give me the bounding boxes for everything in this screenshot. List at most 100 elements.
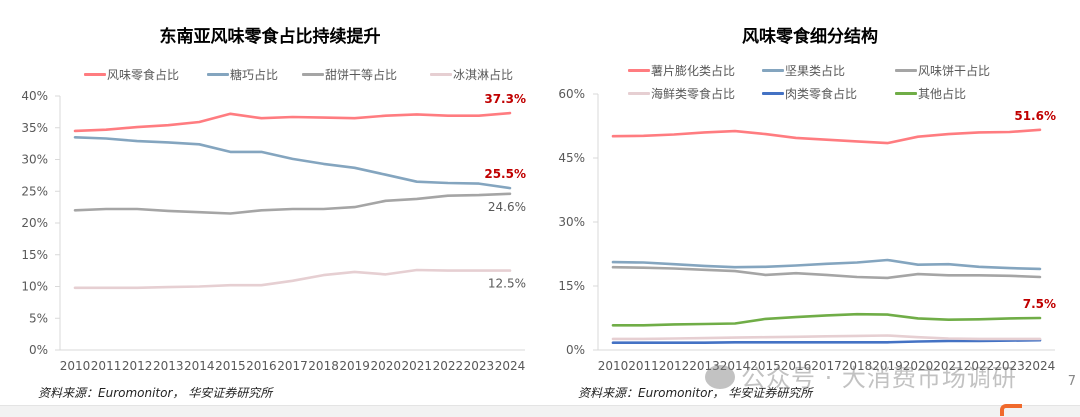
y-tick-label: 15% — [558, 279, 585, 293]
x-tick-label: 2014 — [720, 359, 751, 373]
legend-swatch — [895, 92, 917, 95]
legend-label: 薯片膨化类占比 — [651, 64, 736, 78]
legend-item: 风味零食占比 — [84, 66, 179, 83]
y-tick-label: 5% — [29, 311, 48, 325]
legend-swatch — [895, 69, 917, 72]
right-chart-panel: 风味零食细分结构 薯片膨化类占比 坚果类占比 风味饼干占比海鲜类零食占比 肉类零食占比… — [540, 0, 1080, 405]
legend-label: 海鲜类零食占比 — [651, 87, 736, 101]
x-tick-label: 2020 — [903, 359, 934, 373]
y-tick-label: 60% — [558, 87, 585, 101]
series-line — [611, 334, 1042, 341]
y-tick-label: 0% — [566, 343, 585, 357]
y-tick-label: 30% — [21, 153, 48, 167]
x-tick-label: 2010 — [60, 359, 91, 373]
data-label: 7.5% — [1023, 297, 1056, 311]
source-note: 资料来源：Euromonitor， 华安证券研究所 — [38, 386, 273, 400]
x-tick-label: 2010 — [598, 359, 629, 373]
legend-item: 坚果类占比 — [762, 62, 845, 79]
y-tick-label: 10% — [21, 280, 48, 294]
y-tick-label: 25% — [21, 184, 48, 198]
legend-swatch — [762, 69, 784, 72]
series-line — [73, 111, 512, 133]
x-tick-label: 2020 — [370, 359, 401, 373]
x-tick-label: 2011 — [628, 359, 659, 373]
x-tick-label: 2022 — [433, 359, 464, 373]
legend-swatch — [762, 92, 784, 95]
series-line — [611, 258, 1042, 271]
chart-title: 风味零食细分结构 — [742, 27, 878, 47]
data-label: 12.5% — [488, 277, 526, 291]
legend-label: 风味零食占比 — [107, 68, 180, 82]
x-tick-label: 2017 — [277, 359, 308, 373]
x-tick-label: 2012 — [122, 359, 153, 373]
x-tick-label: 2022 — [964, 359, 995, 373]
legend-label: 风味饼干占比 — [918, 64, 991, 78]
line-chart-plot: 0%5%10%15%20%25%30%35%40%2010 2011 2012 201… — [21, 89, 526, 373]
legend-item: 风味饼干占比 — [895, 62, 990, 79]
legend-item: 糖巧占比 — [207, 66, 278, 83]
legend-swatch — [302, 73, 324, 76]
legend-label: 肉类零食占比 — [785, 87, 858, 101]
y-tick-label: 30% — [558, 215, 585, 229]
x-tick-label: 2015 — [750, 359, 781, 373]
legend-item: 海鲜类零食占比 — [628, 85, 735, 102]
legend-swatch — [430, 73, 452, 76]
series-line — [73, 192, 512, 215]
data-label: 37.3% — [484, 92, 526, 106]
series-line — [73, 136, 512, 190]
series-line — [73, 268, 512, 290]
x-tick-label: 2019 — [339, 359, 370, 373]
watermark: 公众号 · 大消费市场调研 — [705, 358, 1017, 393]
x-tick-label: 2017 — [811, 359, 842, 373]
legend-item: 甜饼干等占比 — [302, 66, 397, 83]
data-label: 51.6% — [1014, 109, 1056, 123]
y-tick-label: 20% — [21, 216, 48, 230]
x-tick-label: 2021 — [402, 359, 433, 373]
legend-swatch — [207, 73, 229, 76]
x-tick-label: 2013 — [153, 359, 184, 373]
legend-swatch — [628, 69, 650, 72]
x-tick-label: 2019 — [872, 359, 903, 373]
chart-title: 东南亚风味零食占比持续提升 — [159, 27, 381, 47]
legend-label: 糖巧占比 — [230, 68, 279, 82]
corner-logo-icon — [1000, 404, 1022, 416]
legend-item: 肉类零食占比 — [762, 85, 857, 102]
x-tick-label: 2021 — [933, 359, 964, 373]
legend-item: 薯片膨化类占比 — [628, 62, 735, 79]
data-label: 25.5% — [484, 167, 526, 181]
x-tick-label: 2015 — [215, 359, 246, 373]
y-tick-label: 40% — [21, 89, 48, 103]
legend-label: 其他占比 — [918, 87, 967, 101]
legend-label: 甜饼干等占比 — [325, 68, 398, 82]
x-tick-label: 2018 — [308, 359, 339, 373]
wechat-icon — [705, 365, 735, 389]
line-chart-plot: 0% 15% 30% 45% 60% 2010 2011 2012 2013 2014 2015 20… — [558, 87, 1056, 373]
y-tick-label: 35% — [21, 121, 48, 135]
legend-swatch — [84, 73, 106, 76]
x-tick-label: 2016 — [246, 359, 277, 373]
page-number: 7 — [1067, 374, 1076, 389]
watermark-text: 公众号 · 大消费市场调研 — [741, 364, 1017, 392]
source-note: 资料来源：Euromonitor， 华安证券研究所 — [578, 386, 813, 400]
x-tick-label: 2011 — [91, 359, 122, 373]
y-tick-label: 15% — [21, 248, 48, 262]
series-line — [611, 128, 1042, 145]
x-tick-label: 2014 — [184, 359, 215, 373]
legend-item: 其他占比 — [895, 85, 966, 102]
data-label: 24.6% — [488, 200, 526, 214]
x-tick-label: 2018 — [842, 359, 873, 373]
x-tick-label: 2012 — [659, 359, 690, 373]
y-tick-label: 45% — [558, 151, 585, 165]
series-line — [611, 338, 1042, 345]
legend-label: 冰淇淋占比 — [453, 68, 514, 82]
left-chart-panel: 东南亚风味零食占比持续提升 风味零食占比 糖巧占比 甜饼干等占比 冰淇淋占比 0% 5%… — [0, 0, 540, 405]
series-line — [611, 312, 1042, 327]
series-line — [611, 265, 1042, 280]
x-tick-label: 2013 — [689, 359, 720, 373]
bottom-strip — [0, 405, 1080, 417]
legend-label: 坚果类占比 — [785, 64, 846, 78]
x-tick-label: 2024 — [495, 359, 526, 373]
y-tick-label: 0% — [29, 343, 48, 357]
legend-swatch — [628, 92, 650, 95]
x-tick-label: 2023 — [994, 359, 1025, 373]
